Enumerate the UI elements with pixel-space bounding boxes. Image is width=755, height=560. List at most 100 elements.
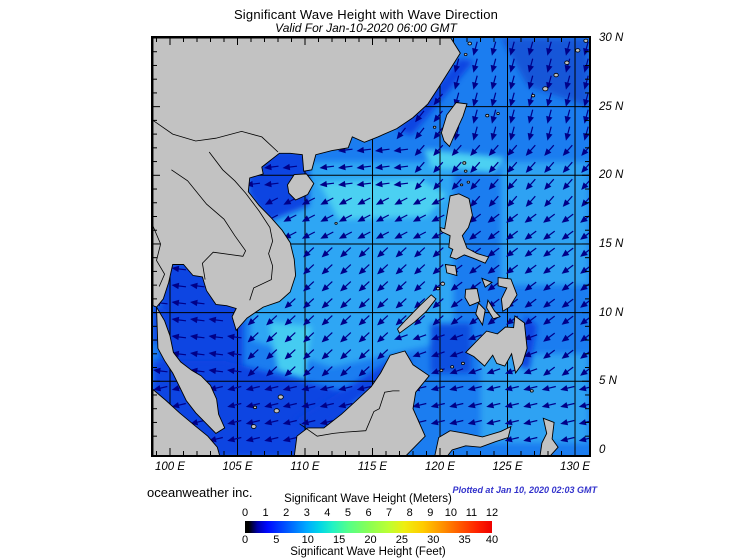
land-sumatra: [153, 388, 220, 455]
plotted-timestamp: Plotted at Jan 10, 2020 02:03 GMT: [452, 485, 597, 495]
island-7: [496, 112, 500, 115]
island-16: [435, 286, 440, 291]
colorbar-title-feet: Significant Wave Height (Feet): [290, 546, 446, 558]
lon-tick-label-125: 125 E: [492, 461, 523, 473]
island-5: [531, 93, 536, 98]
lon-tick-label-130: 130 E: [559, 461, 591, 473]
wave-height-patch-3: [318, 179, 447, 220]
meters-tick-8: 8: [406, 507, 413, 519]
meters-tick-6: 6: [365, 507, 372, 519]
island-2: [564, 60, 570, 65]
lon-tick-label-115: 115 E: [357, 461, 388, 473]
meters-tick-9: 9: [427, 507, 434, 519]
land-negros: [475, 302, 486, 327]
wave-height-patch-5: [268, 322, 312, 379]
island-0: [542, 86, 549, 92]
wave-height-patch-10: [500, 38, 589, 107]
lat-tick-label-15: 15 N: [599, 237, 624, 250]
island-3: [575, 48, 581, 53]
feet-tick-40: 40: [485, 534, 499, 546]
meters-tick-7: 7: [386, 507, 393, 519]
land-halmahera: [539, 417, 559, 455]
island-9: [463, 52, 468, 56]
island-10: [432, 125, 437, 129]
island-6: [485, 113, 490, 118]
island-8: [467, 41, 472, 46]
lat-tick-label-0: 0: [599, 443, 606, 456]
meters-tick-10: 10: [444, 507, 457, 519]
island-23: [273, 408, 280, 414]
feet-tick-35: 35: [458, 534, 471, 546]
feet-tick-0: 0: [241, 534, 249, 546]
attribution-text: oceanweather inc.: [147, 485, 253, 500]
land-samar-leyte: [497, 277, 518, 312]
island-18: [450, 365, 455, 369]
feet-tick-25: 25: [395, 534, 408, 546]
island-19: [461, 361, 465, 366]
country-border-4: [299, 390, 400, 437]
feet-tick-5: 5: [273, 534, 280, 546]
colorbar: [245, 521, 492, 533]
feet-tick-20: 20: [364, 534, 377, 546]
island-24: [334, 221, 338, 225]
island-15: [440, 281, 446, 286]
feet-tick-10: 10: [301, 534, 314, 546]
country-border-0: [153, 120, 279, 153]
lon-tick-label-100: 100 E: [154, 461, 186, 473]
meters-tick-2: 2: [283, 507, 290, 519]
lon-tick-label-120: 120 E: [424, 461, 456, 473]
island-11: [462, 161, 467, 165]
meters-tick-11: 11: [465, 507, 478, 519]
wave-height-map: [153, 38, 589, 455]
feet-tick-30: 30: [427, 534, 440, 546]
meters-tick-5: 5: [344, 507, 351, 519]
island-4: [583, 38, 589, 43]
land-sulawesi: [434, 425, 512, 455]
country-border-2: [171, 169, 247, 280]
wave-height-patch-4: [423, 149, 505, 173]
valid-time-subtitle: Valid For Jan-10-2020 06:00 GMT: [275, 21, 457, 35]
country-border-3: [153, 225, 166, 287]
page-title: Significant Wave Height with Wave Direct…: [233, 7, 499, 22]
lat-tick-label-20: 20 N: [599, 169, 624, 182]
land-malay-peninsula: [156, 306, 226, 434]
frame-ticks: [153, 38, 589, 455]
island-20: [277, 394, 284, 400]
lat-tick-label-25: 25 N: [599, 100, 624, 113]
land-mindoro: [444, 263, 458, 277]
land-luzon: [439, 193, 490, 264]
meters-tick-12: 12: [485, 507, 499, 519]
wave-height-patch-8: [248, 150, 310, 222]
lat-tick-label-5: 5 N: [599, 375, 617, 388]
island-17: [439, 368, 444, 372]
land-panay: [464, 288, 481, 307]
land-borneo: [293, 350, 430, 455]
lat-tick-label-30: 30 N: [599, 32, 624, 44]
island-21: [253, 405, 258, 410]
island-12: [463, 169, 468, 173]
land-hainan: [287, 173, 315, 201]
map-frame: [151, 36, 591, 457]
feet-tick-15: 15: [332, 534, 346, 546]
wave-height-patch-11: [396, 58, 474, 136]
meters-tick-3: 3: [303, 507, 310, 519]
meters-tick-0: 0: [241, 507, 249, 519]
land-mindanao: [464, 315, 528, 375]
island-14: [460, 183, 464, 187]
map-layers: [153, 38, 589, 455]
island-1: [553, 72, 559, 78]
land-masbate: [481, 277, 493, 288]
island-13: [466, 180, 471, 184]
land-cebu-bohol: [486, 298, 501, 320]
colorbar-title-meters: Significant Wave Height (Meters): [284, 493, 452, 505]
wave-direction-arrows: [153, 41, 589, 443]
land-palawan: [396, 294, 437, 334]
island-22: [250, 424, 257, 429]
lon-tick-label-105: 105 E: [222, 461, 253, 473]
island-25: [529, 389, 534, 393]
country-border-1: [208, 151, 274, 301]
meters-tick-1: 1: [262, 507, 269, 519]
meters-tick-4: 4: [324, 507, 331, 519]
lat-tick-label-10: 10 N: [599, 306, 624, 319]
